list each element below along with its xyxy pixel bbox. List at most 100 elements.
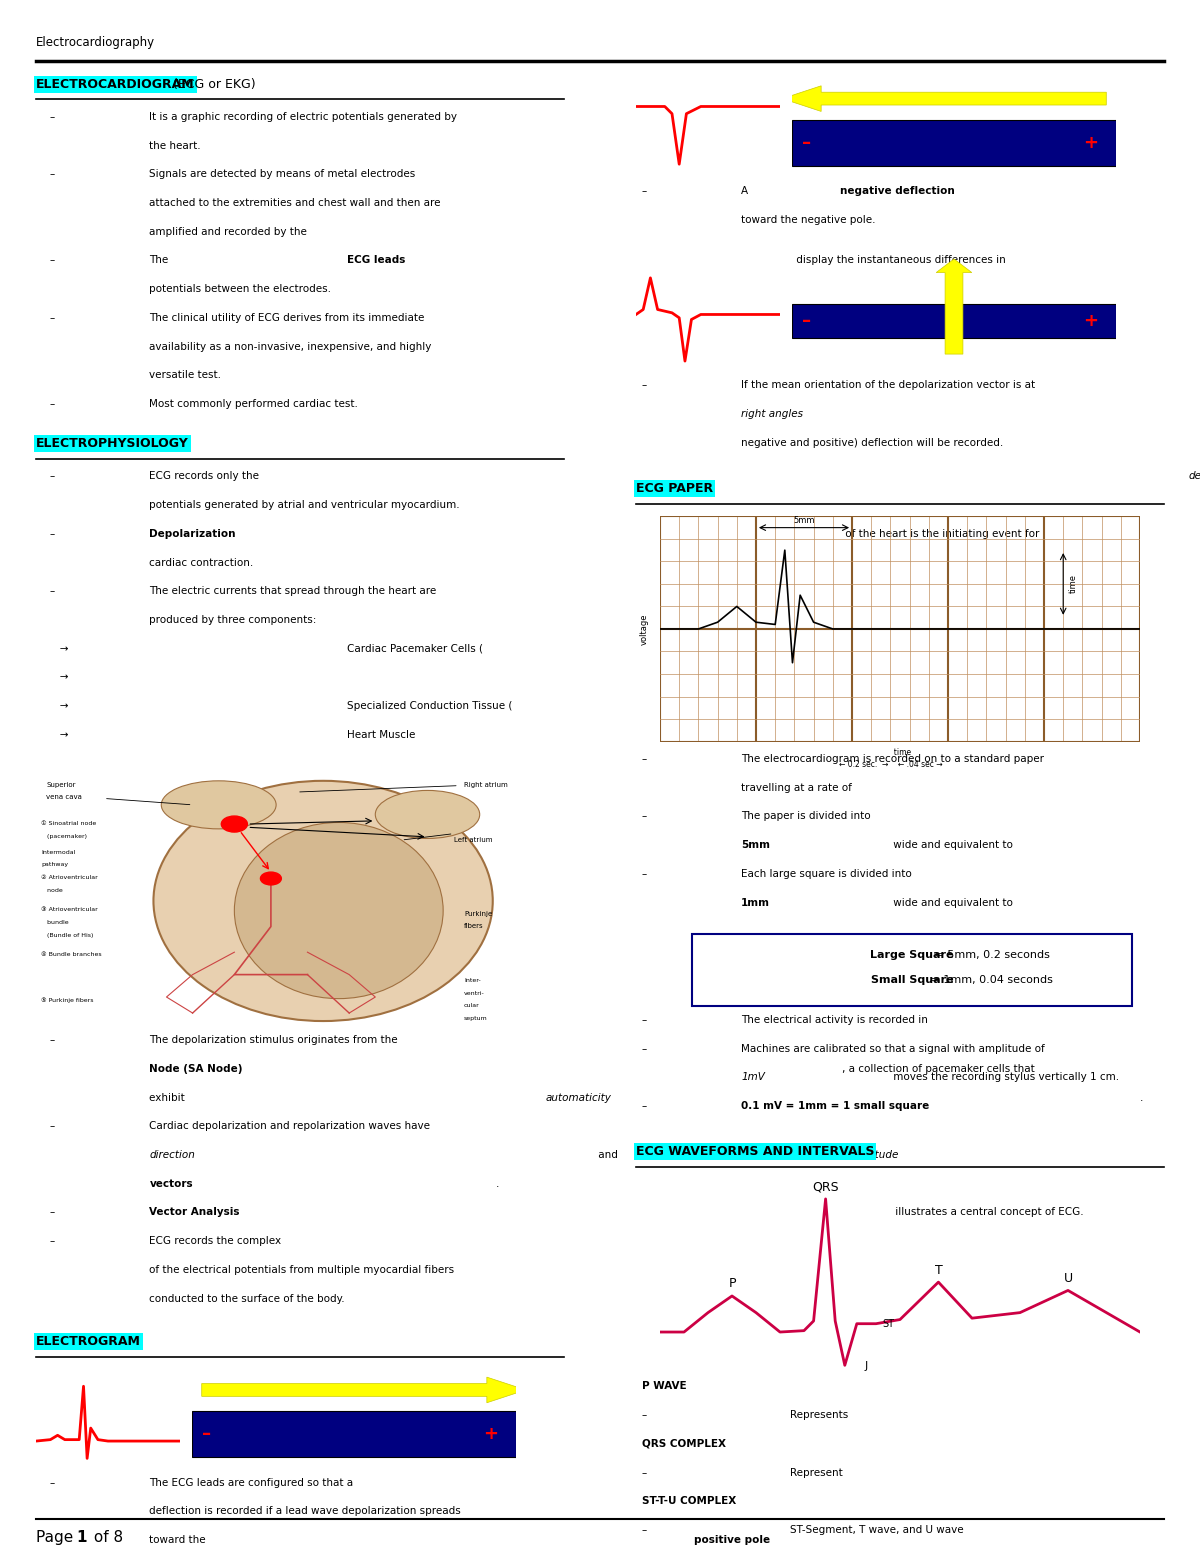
Text: ④ Bundle branches: ④ Bundle branches	[41, 952, 102, 957]
Ellipse shape	[376, 790, 480, 839]
Text: –: –	[642, 1468, 654, 1477]
Bar	[792, 304, 1116, 337]
Text: moves the recording stylus vertically 1 cm.: moves the recording stylus vertically 1 …	[889, 1073, 1118, 1082]
Text: The clinical utility of ECG derives from its immediate: The clinical utility of ECG derives from…	[149, 312, 425, 323]
Text: 1: 1	[77, 1530, 88, 1545]
Text: Vector Analysis: Vector Analysis	[149, 1207, 240, 1218]
FancyBboxPatch shape	[692, 935, 1132, 1006]
Text: travelling at a rate of: travelling at a rate of	[742, 783, 856, 792]
Text: exhibit: exhibit	[149, 1092, 188, 1103]
Text: ECG records the complex: ECG records the complex	[149, 1236, 284, 1246]
Text: –: –	[50, 1207, 59, 1218]
Text: Depolarization: Depolarization	[149, 528, 236, 539]
Text: –: –	[642, 753, 650, 764]
Text: U: U	[1063, 1272, 1073, 1284]
Text: magnitude: magnitude	[842, 1149, 899, 1160]
Text: Each large square is divided into: Each large square is divided into	[742, 870, 916, 879]
Text: automaticity: automaticity	[545, 1092, 611, 1103]
Text: The electric currents that spread through the heart are: The electric currents that spread throug…	[149, 585, 437, 596]
Text: –: –	[642, 1410, 654, 1419]
Text: Intermodal: Intermodal	[41, 849, 76, 854]
Text: ⑤ Purkinje fibers: ⑤ Purkinje fibers	[41, 997, 94, 1003]
Text: cardiac contraction.: cardiac contraction.	[149, 558, 253, 567]
Text: Machines are calibrated so that a signal with amplitude of: Machines are calibrated so that a signal…	[742, 1044, 1045, 1053]
Text: Signals are detected by means of metal electrodes: Signals are detected by means of metal e…	[149, 169, 415, 179]
Text: Page: Page	[36, 1530, 78, 1545]
Text: Purkinje: Purkinje	[464, 910, 492, 916]
Text: +: +	[484, 1426, 499, 1443]
Text: versatile test.: versatile test.	[149, 370, 221, 380]
Text: voltage: voltage	[640, 613, 649, 644]
Text: J: J	[865, 1360, 868, 1371]
Text: (pacemaker): (pacemaker)	[41, 834, 88, 839]
Text: toward the negative pole.: toward the negative pole.	[742, 216, 876, 225]
Text: A: A	[742, 186, 751, 196]
Text: ST: ST	[882, 1318, 894, 1329]
Text: Superior: Superior	[47, 783, 76, 789]
Text: –: –	[802, 134, 811, 152]
Text: potentials between the electrodes.: potentials between the electrodes.	[149, 284, 331, 294]
Text: –: –	[642, 1101, 650, 1110]
Text: →: →	[50, 643, 76, 654]
Text: P WAVE: P WAVE	[642, 1382, 686, 1391]
Text: Represent: Represent	[791, 1468, 846, 1477]
Text: of the electrical potentials from multiple myocardial fibers: of the electrical potentials from multip…	[149, 1264, 455, 1275]
Text: The paper is divided into: The paper is divided into	[742, 811, 874, 822]
Text: toward the: toward the	[149, 1534, 209, 1545]
Text: direction: direction	[149, 1149, 196, 1160]
Text: depolarization: depolarization	[1189, 471, 1200, 481]
Text: = 1mm, 0.04 seconds: = 1mm, 0.04 seconds	[928, 975, 1052, 985]
Text: ← 0.2 sec.  →    ← .04 sec →: ← 0.2 sec. → ← .04 sec →	[839, 759, 942, 769]
Text: negative and positive) deflection will be recorded.: negative and positive) deflection will b…	[742, 438, 1003, 447]
Text: Electrocardiography: Electrocardiography	[36, 36, 155, 48]
Text: ST-Segment, T wave, and U wave: ST-Segment, T wave, and U wave	[791, 1525, 964, 1534]
Text: The: The	[149, 255, 172, 266]
Text: 0.1 mV = 1mm = 1 small square: 0.1 mV = 1mm = 1 small square	[742, 1101, 929, 1110]
Text: conducted to the surface of the body.: conducted to the surface of the body.	[149, 1294, 346, 1303]
Text: ② Atrioventricular: ② Atrioventricular	[41, 876, 98, 881]
Text: (ECG or EKG): (ECG or EKG)	[169, 78, 256, 90]
Ellipse shape	[161, 781, 276, 829]
Ellipse shape	[154, 781, 493, 1020]
Text: and: and	[595, 1149, 622, 1160]
Circle shape	[260, 873, 281, 885]
Text: The depolarization stimulus originates from the: The depolarization stimulus originates f…	[149, 1034, 401, 1045]
Text: ST-T-U COMPLEX: ST-T-U COMPLEX	[642, 1497, 737, 1506]
Text: pathway: pathway	[41, 862, 68, 868]
Text: of the heart is the initiating event for: of the heart is the initiating event for	[842, 528, 1039, 539]
Text: –: –	[50, 1034, 59, 1045]
Text: Cardiac Pacemaker Cells (: Cardiac Pacemaker Cells (	[348, 643, 484, 654]
Text: →: →	[50, 730, 76, 739]
Text: The electrical activity is recorded in: The electrical activity is recorded in	[742, 1016, 931, 1025]
Text: Large Square: Large Square	[870, 950, 954, 960]
Text: attached to the extremities and chest wall and then are: attached to the extremities and chest wa…	[149, 197, 440, 208]
FancyArrow shape	[936, 259, 972, 354]
Text: cular: cular	[464, 1003, 480, 1008]
Text: ELECTROGRAM: ELECTROGRAM	[36, 1334, 140, 1348]
Text: illustrates a central concept of ECG.: illustrates a central concept of ECG.	[892, 1207, 1084, 1218]
Text: produced by three components:: produced by three components:	[149, 615, 317, 624]
Text: 5mm: 5mm	[742, 840, 770, 849]
Text: –: –	[50, 528, 59, 539]
Text: Small Square: Small Square	[871, 975, 953, 985]
Text: ELECTROCARDIOGRAM: ELECTROCARDIOGRAM	[36, 78, 194, 90]
Bar	[792, 120, 1116, 166]
Text: –: –	[50, 255, 59, 266]
Text: wide and equivalent to: wide and equivalent to	[889, 840, 1015, 849]
Text: QRS COMPLEX: QRS COMPLEX	[642, 1440, 726, 1449]
Text: If the mean orientation of the depolarization vector is at: If the mean orientation of the depolariz…	[742, 380, 1036, 390]
Text: Cardiac depolarization and repolarization waves have: Cardiac depolarization and repolarizatio…	[149, 1121, 431, 1131]
Text: negative deflection: negative deflection	[840, 186, 955, 196]
Text: .: .	[1139, 1092, 1142, 1103]
Text: –: –	[50, 399, 59, 408]
Text: time: time	[870, 749, 911, 758]
Text: –: –	[642, 1525, 654, 1534]
Text: T: T	[935, 1264, 942, 1277]
Circle shape	[221, 815, 247, 832]
Text: time: time	[1069, 575, 1078, 593]
Text: ELECTROPHYSIOLOGY: ELECTROPHYSIOLOGY	[36, 436, 188, 450]
Text: potentials generated by atrial and ventricular myocardium.: potentials generated by atrial and ventr…	[149, 500, 460, 509]
Ellipse shape	[234, 823, 443, 999]
Text: ECG records only the: ECG records only the	[149, 471, 263, 481]
Text: , a collection of pacemaker cells that: , a collection of pacemaker cells that	[842, 1064, 1036, 1073]
